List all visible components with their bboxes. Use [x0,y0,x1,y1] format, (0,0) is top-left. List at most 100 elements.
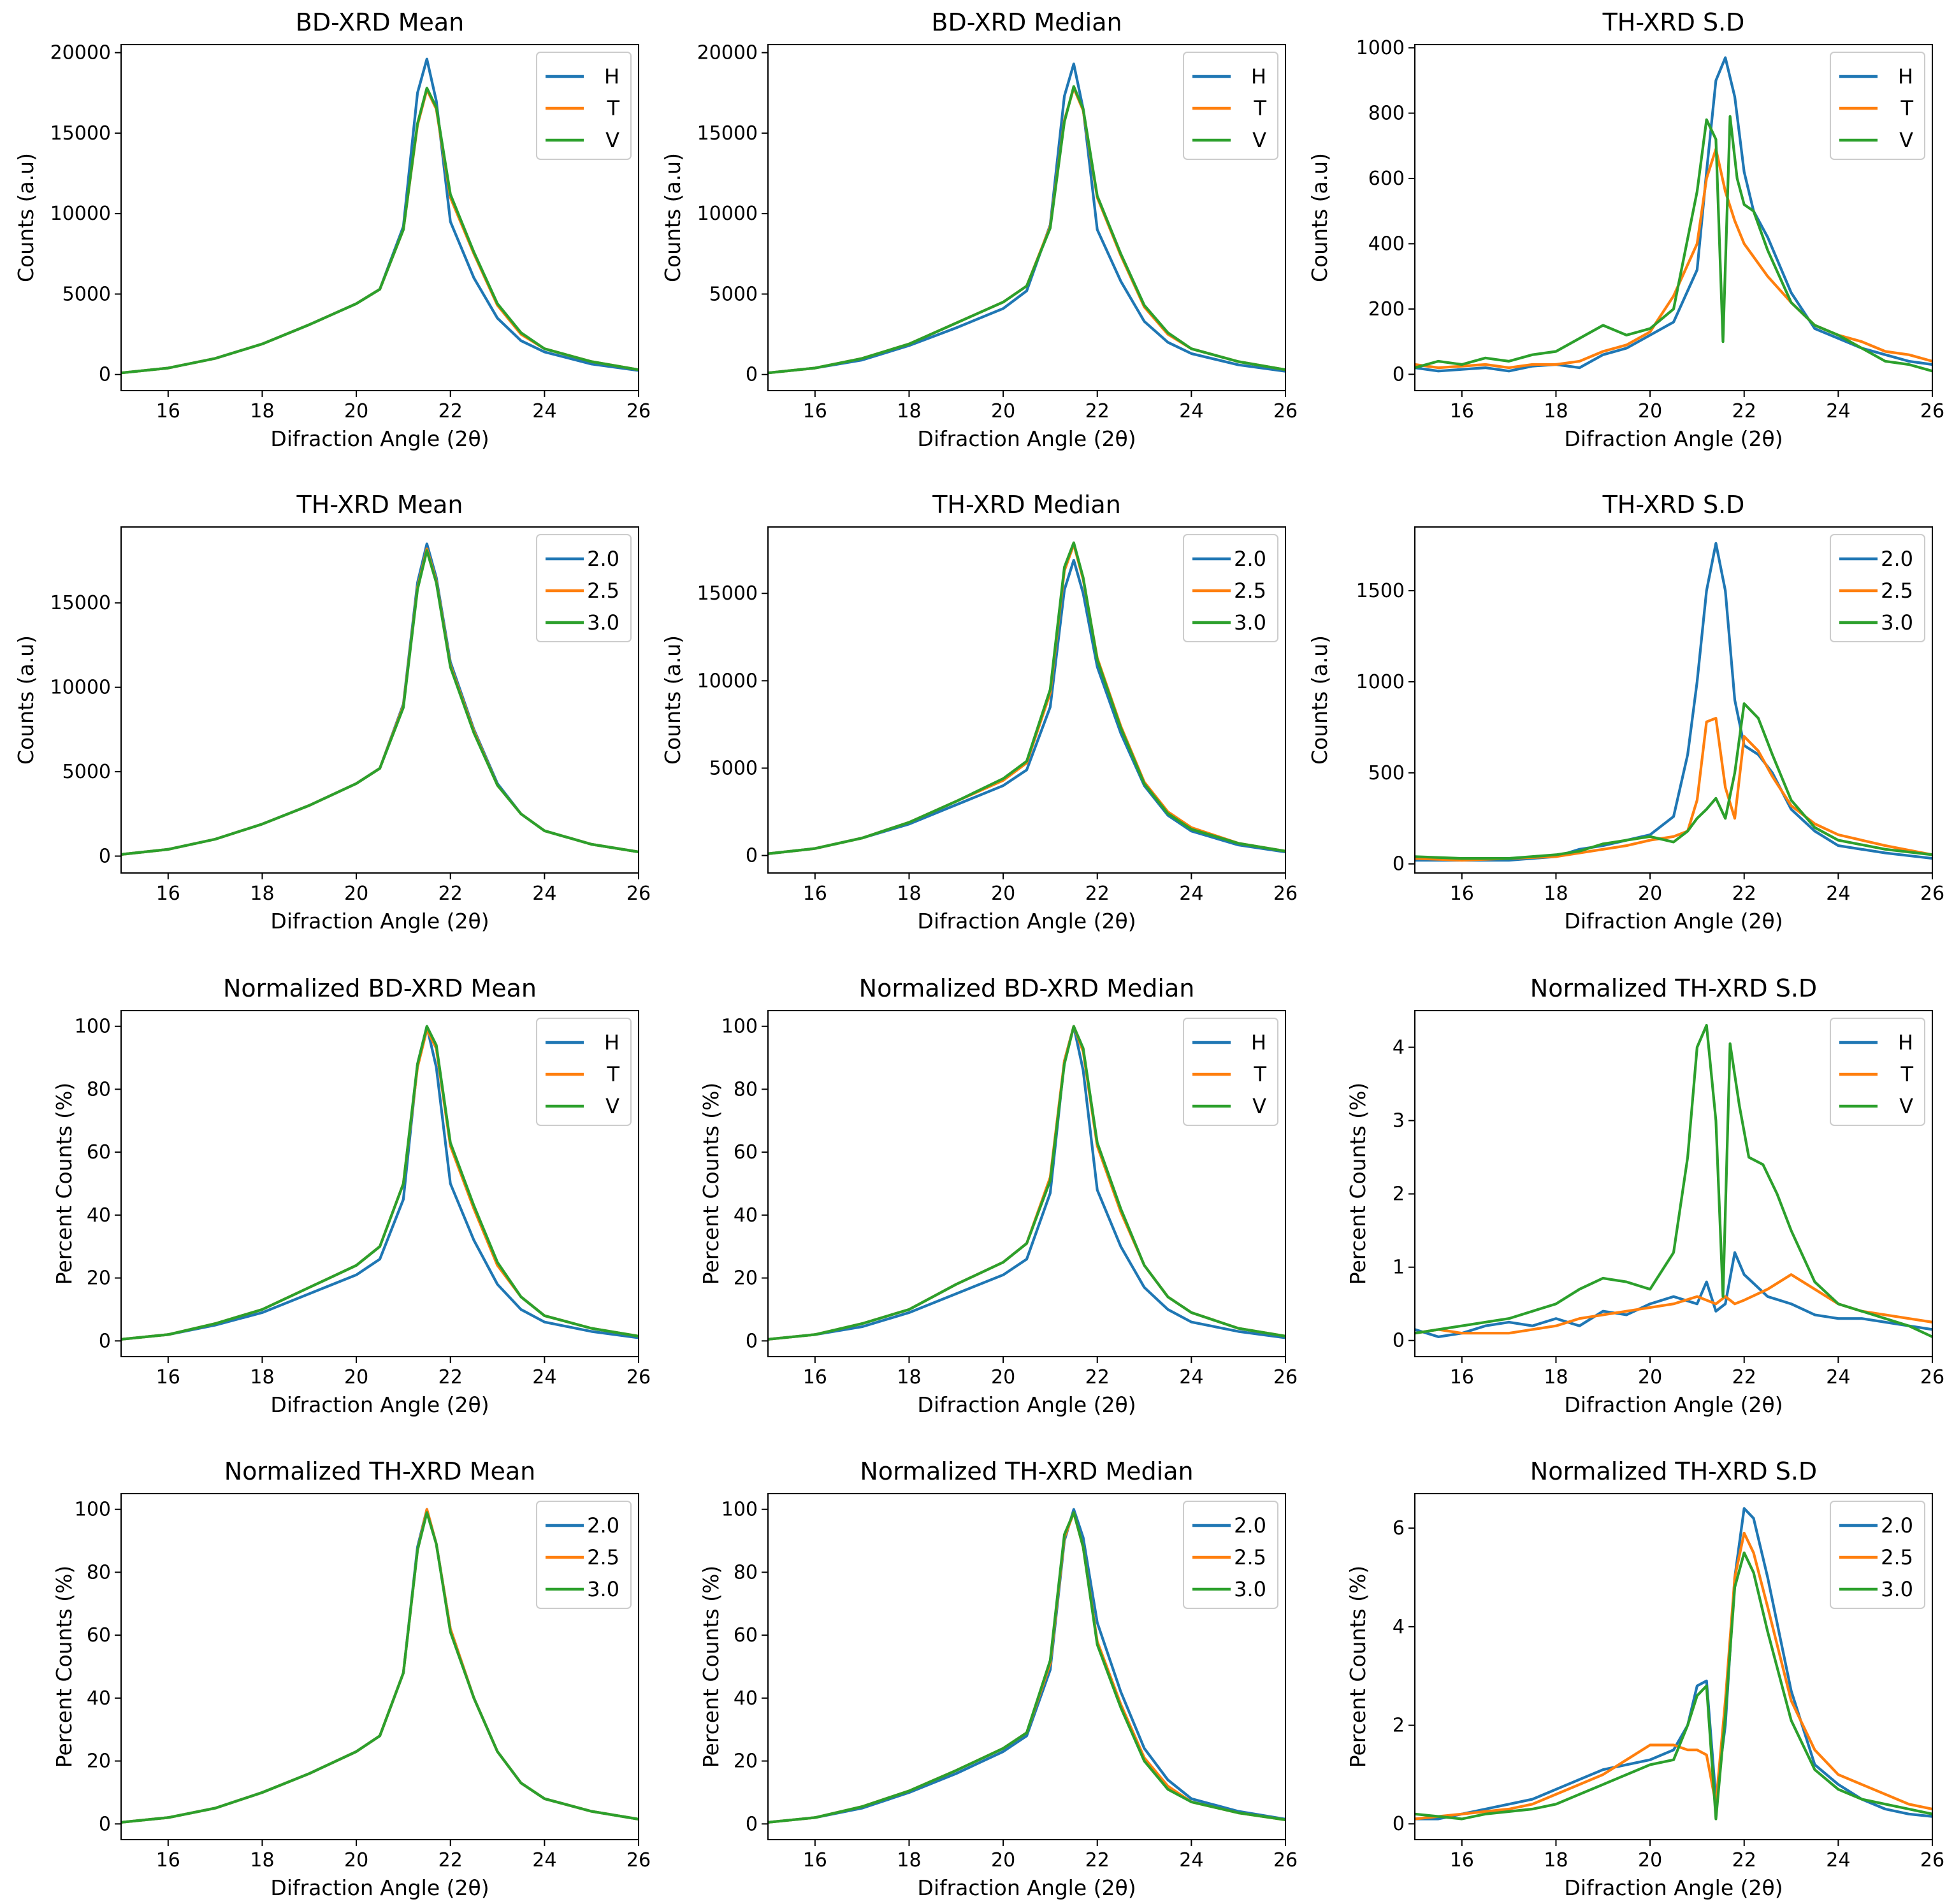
plot-frame [1414,1010,1933,1357]
y-tick-label: 1000 [1356,37,1405,59]
y-tick-label: 100 [75,1016,111,1038]
y-tick-label: 0 [746,364,758,386]
y-tick-label: 800 [1368,103,1405,125]
plot-frame [1414,526,1933,874]
series-line-2.5 [1415,1531,1932,1821]
legend: 2.0 2.5 3.0 [1830,534,1925,642]
legend-label: 3.0 [1234,1577,1266,1601]
y-tick-label: 0 [746,1813,758,1835]
chart-title: Normalized TH-XRD S.D [1530,974,1817,1002]
x-tick-label: 18 [1544,1849,1568,1872]
y-tick-label: 400 [1368,233,1405,255]
y-tick-label: 0 [99,846,111,868]
x-axis-label: Difraction Angle (2θ) [1564,1392,1783,1417]
x-tick-label: 18 [250,883,274,905]
x-tick-label: 22 [438,883,463,905]
y-axis-label: Counts (a.u) [660,153,685,282]
x-axis-label: Difraction Angle (2θ) [270,909,489,934]
x-tick-label: 24 [1826,1849,1850,1872]
plot-frame [120,1493,639,1840]
y-tick-label: 100 [721,1499,758,1521]
y-tick-label: 4 [1393,1616,1405,1638]
x-tick-label: 24 [1179,1849,1203,1872]
chart-panel-11: Normalized TH-XRD Median 16 18 20 22 24 26 0 20 4… [698,1457,1298,1900]
y-tick-label: 0 [1393,363,1405,386]
legend-label: H [604,64,619,89]
y-tick-label: 100 [75,1499,111,1521]
y-tick-label: 5000 [62,761,111,783]
legend: 2.0 2.5 3.0 [1183,1501,1278,1609]
chart-panel-6: TH-XRD S.D 16 18 20 22 24 26 0 500 1000 1500 Difrac… [1307,491,1944,934]
x-tick-label: 16 [156,883,180,905]
legend-label: 2.0 [587,1513,619,1538]
y-tick-label: 20000 [697,42,758,64]
y-tick-label: 80 [87,1561,111,1583]
y-tick-label: 20 [87,1267,111,1290]
legend-label: H [1251,1030,1266,1055]
legend-label: V [1899,128,1913,152]
y-tick-label: 40 [734,1687,758,1710]
y-axis-label: Counts (a.u) [13,153,38,282]
x-tick-label: 20 [1638,883,1662,905]
series-line-3.0 [768,541,1285,855]
plot-frame [767,526,1286,874]
chart-panel-9: Normalized TH-XRD S.D 16 18 20 22 24 26 0 1 2 3 4 Di… [1345,974,1944,1417]
chart-panel-10: Normalized TH-XRD Mean 16 18 20 22 24 26 0 20 40 6… [52,1457,651,1900]
x-tick-label: 22 [438,1849,463,1872]
chart-panel-12: Normalized TH-XRD S.D16 18 20 22 24 260246Dif… [1345,1457,1944,1900]
legend-label: T [1900,96,1913,120]
x-tick-label: 20 [991,1849,1015,1872]
x-tick-label: 26 [626,400,651,422]
series-line-V [121,87,639,375]
legend-label: H [604,1030,619,1055]
chart-title: Normalized BD-XRD Median [859,974,1195,1002]
chart-title: Normalized TH-XRD S.D [1530,1457,1817,1485]
series-line-V [768,1025,1285,1341]
legend-box [1183,534,1278,642]
series-group [1415,1507,1932,1821]
y-tick-label: 6 [1393,1517,1405,1540]
y-tick-label: 0 [99,364,111,386]
y-tick-label: 2 [1393,1715,1405,1737]
y-axis-label: Counts (a.u) [1307,153,1332,282]
y-tick-label: 15000 [697,582,758,605]
x-tick-label: 18 [250,1366,274,1388]
legend-label: 3.0 [1881,610,1913,635]
legend-label: 2.5 [1881,1545,1913,1569]
x-tick-label: 18 [897,883,921,905]
series-line-3.0 [1415,702,1932,860]
x-tick-label: 26 [626,883,651,905]
x-tick-label: 22 [1732,1849,1756,1872]
x-tick-label: 20 [344,883,368,905]
plot-frame [120,1010,639,1357]
plot-frame [767,1493,1286,1840]
series-line-3.0 [121,549,639,856]
legend-label: 2.0 [1881,1513,1913,1538]
legend-label: V [605,1094,619,1118]
x-axis-label: Difraction Angle (2θ) [1564,426,1783,451]
x-tick-label: 26 [1273,883,1298,905]
legend-label: 2.5 [1234,1545,1266,1569]
series-line-3.0 [121,1511,639,1824]
legend: HTV [536,52,632,160]
x-tick-label: 26 [626,1849,651,1872]
y-tick-label: 10000 [697,203,758,225]
series-line-2.0 [768,558,1285,855]
plot-frame [120,526,639,874]
legend-label: V [605,128,619,152]
legend-label: 2.5 [587,579,619,603]
x-axis-label: Difraction Angle (2θ) [917,1392,1136,1417]
y-tick-label: 15000 [50,122,111,145]
series-group [1415,1023,1932,1338]
y-tick-label: 10000 [50,677,111,699]
legend-box [1830,1018,1925,1126]
y-axis-label: Percent Counts (%) [1345,1083,1370,1285]
x-tick-label: 22 [1732,883,1756,905]
legend: HTV [536,1018,632,1126]
legend: 2.0 2.5 3.0 [1183,534,1278,642]
series-group [1415,542,1932,862]
legend-label: 2.0 [1234,1513,1266,1538]
x-tick-label: 16 [803,400,827,422]
plot-frame [1414,44,1933,391]
y-tick-label: 20000 [50,42,111,64]
